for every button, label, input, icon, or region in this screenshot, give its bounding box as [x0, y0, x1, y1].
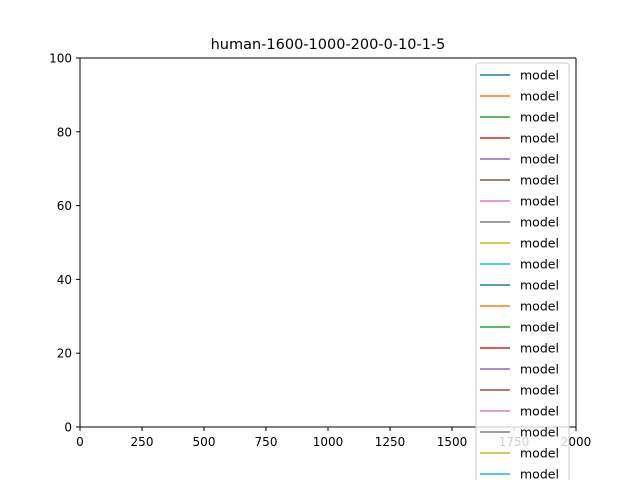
- legend-label: model: [520, 383, 559, 398]
- chart-title: human-1600-1000-200-0-10-1-5: [211, 37, 446, 53]
- y-tick-label: 40: [57, 273, 72, 287]
- x-tick-label: 0: [76, 435, 84, 449]
- legend-label: model: [520, 89, 559, 104]
- x-tick-label: 1000: [313, 435, 344, 449]
- legend-label: model: [520, 257, 559, 272]
- legend-box: [475, 62, 570, 480]
- legend-label: model: [520, 320, 559, 335]
- legend-label: model: [520, 131, 559, 146]
- legend-label: model: [520, 299, 559, 314]
- legend-label: model: [520, 68, 559, 83]
- legend-label: model: [520, 236, 559, 251]
- x-tick-label: 1500: [437, 435, 468, 449]
- legend-label: model: [520, 173, 559, 188]
- legend-label: model: [520, 152, 559, 167]
- x-tick-label: 1250: [375, 435, 406, 449]
- y-tick-label: 80: [57, 125, 72, 139]
- x-tick-label: 750: [255, 435, 278, 449]
- legend-label: model: [520, 404, 559, 419]
- y-tick-label: 100: [49, 52, 72, 66]
- legend-label: model: [520, 446, 559, 461]
- y-tick-label: 0: [64, 421, 72, 435]
- legend: model model model model model model model model…: [475, 62, 570, 480]
- legend-label: model: [520, 425, 559, 440]
- legend-label: model: [520, 278, 559, 293]
- x-tick-label: 250: [131, 435, 154, 449]
- legend-label: model: [520, 194, 559, 209]
- legend-label: model: [520, 215, 559, 230]
- x-tick-label: 500: [193, 435, 216, 449]
- y-tick-label: 20: [57, 347, 72, 361]
- legend-label: model: [520, 341, 559, 356]
- legend-label: model: [520, 467, 559, 480]
- y-tick-label: 60: [57, 199, 72, 213]
- legend-label: model: [520, 362, 559, 377]
- legend-label: model: [520, 110, 559, 125]
